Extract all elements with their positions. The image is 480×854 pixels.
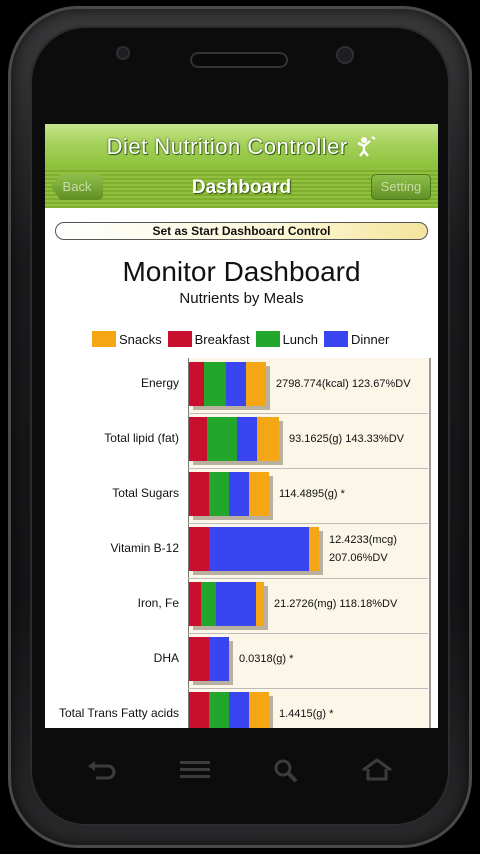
- back-key-icon[interactable]: [86, 758, 118, 782]
- chart-legend: Snacks Breakfast Lunch Dinner: [92, 330, 395, 348]
- bar-segment-breakfast: [189, 527, 209, 571]
- legend-item: Dinner: [323, 331, 390, 347]
- legend-label: Lunch: [282, 331, 318, 347]
- category-label: Total Trans Fatty acids: [58, 706, 179, 720]
- menu-key-icon[interactable]: [178, 758, 212, 782]
- value-label-line: 1.4415(g) *: [279, 708, 334, 720]
- bar-segment-snacks: [249, 692, 269, 728]
- row-separator: [188, 578, 428, 579]
- bar-segment-lunch: [201, 582, 216, 626]
- value-label-line: 0.0318(g) *: [239, 653, 294, 665]
- bar-segment-dinner: [226, 362, 246, 406]
- legend-label: Dinner: [350, 331, 390, 347]
- nutrient-bar-chart: Energy 2798.774(kcal) 123.67%DV Total lipi…: [45, 358, 438, 728]
- hardware-nav-keys: [0, 740, 480, 800]
- legend-swatch: [167, 331, 192, 347]
- bar-segment-snacks: [257, 417, 279, 461]
- category-label: Total lipid (fat): [104, 431, 179, 445]
- row-separator: [188, 413, 428, 414]
- earpiece: [190, 52, 288, 68]
- app-screen: Diet Nutrition Controller Back Dashboard…: [45, 124, 438, 728]
- row-separator: [188, 523, 428, 524]
- value-label: 2798.774(kcal) 123.67%DV: [276, 375, 411, 393]
- front-camera: [336, 46, 354, 64]
- legend-item: Lunch: [255, 331, 318, 347]
- fitness-person-icon: [357, 136, 376, 157]
- bar-segment-dinner: [237, 417, 257, 461]
- legend-swatch: [92, 331, 116, 347]
- legend-item: Snacks: [92, 331, 162, 347]
- row-separator: [188, 468, 428, 469]
- bar-segment-lunch: [207, 417, 237, 461]
- bar-segment-lunch: [209, 692, 229, 728]
- dashboard-subtitle: Nutrients by Meals: [179, 290, 304, 307]
- dashboard-title: Monitor Dashboard: [122, 256, 361, 287]
- value-label: 0.0318(g) *: [239, 650, 293, 668]
- value-label: 93.1625(g) 143.33%DV: [289, 430, 404, 448]
- legend-swatch: [255, 331, 280, 347]
- legend-label: Breakfast: [194, 331, 250, 347]
- bar-segment-snacks: [256, 582, 264, 626]
- category-label: Energy: [140, 376, 179, 390]
- category-label: Vitamin B-12: [110, 541, 179, 555]
- bar-segment-dinner: [209, 527, 309, 571]
- value-label: 114.4895(g) *: [279, 485, 345, 503]
- nav-title: Dashboard: [191, 177, 292, 198]
- value-label: 1.4415(g) *: [279, 705, 333, 723]
- value-label: 12.4233(mcg) 207.06%DV: [329, 531, 397, 567]
- bar-segment-breakfast: [189, 692, 209, 728]
- start-dashboard-control-button[interactable]: Set as Start Dashboard Control: [55, 222, 428, 240]
- category-label: Total Sugars: [112, 486, 179, 500]
- value-label-line: 12.4233(mcg): [329, 534, 397, 546]
- bar-segment-dinner: [209, 637, 229, 681]
- bar-segment-breakfast: [189, 362, 204, 406]
- bar-segment-snacks: [246, 362, 266, 406]
- bar-segment-dinner: [229, 472, 249, 516]
- row-separator: [188, 633, 428, 634]
- search-key-icon[interactable]: [272, 758, 300, 784]
- bar-segment-breakfast: [189, 417, 207, 461]
- nav-bar: Back Dashboard Setting: [45, 168, 438, 208]
- bar-segment-breakfast: [189, 637, 209, 681]
- bar-segment-dinner: [216, 582, 256, 626]
- value-label: 21.2726(mg) 118.18%DV: [274, 595, 397, 613]
- value-label-line: 21.2726(mg) 118.18%DV: [274, 598, 398, 610]
- value-label-line: 93.1625(g) 143.33%DV: [289, 433, 404, 445]
- row-separator: [188, 688, 428, 689]
- bar-segment-breakfast: [189, 472, 209, 516]
- bar-segment-breakfast: [189, 582, 201, 626]
- bar-segment-lunch: [204, 362, 226, 406]
- legend-label: Snacks: [119, 331, 162, 347]
- app-title-text: Diet Nutrition Controller: [106, 134, 348, 159]
- back-button[interactable]: Back: [51, 174, 103, 200]
- app-title: Diet Nutrition Controller: [45, 134, 438, 160]
- value-label-line: 2798.774(kcal) 123.67%DV: [276, 378, 411, 390]
- app-title-bar: Diet Nutrition Controller: [45, 124, 438, 168]
- legend-swatch: [323, 331, 348, 347]
- bar-segment-snacks: [309, 527, 319, 571]
- category-label: DHA: [153, 651, 179, 665]
- setting-button[interactable]: Setting: [371, 174, 431, 200]
- bar-segment-lunch: [209, 472, 229, 516]
- value-label-line: 114.4895(g) *: [279, 488, 345, 500]
- value-label-line: 207.06%DV: [329, 552, 388, 564]
- bar-segment-snacks: [249, 472, 269, 516]
- home-key-icon[interactable]: [360, 758, 394, 782]
- camera-sensor: [116, 46, 130, 60]
- bar-segment-dinner: [229, 692, 249, 728]
- legend-item: Breakfast: [167, 331, 250, 347]
- category-label: Iron, Fe: [137, 596, 179, 610]
